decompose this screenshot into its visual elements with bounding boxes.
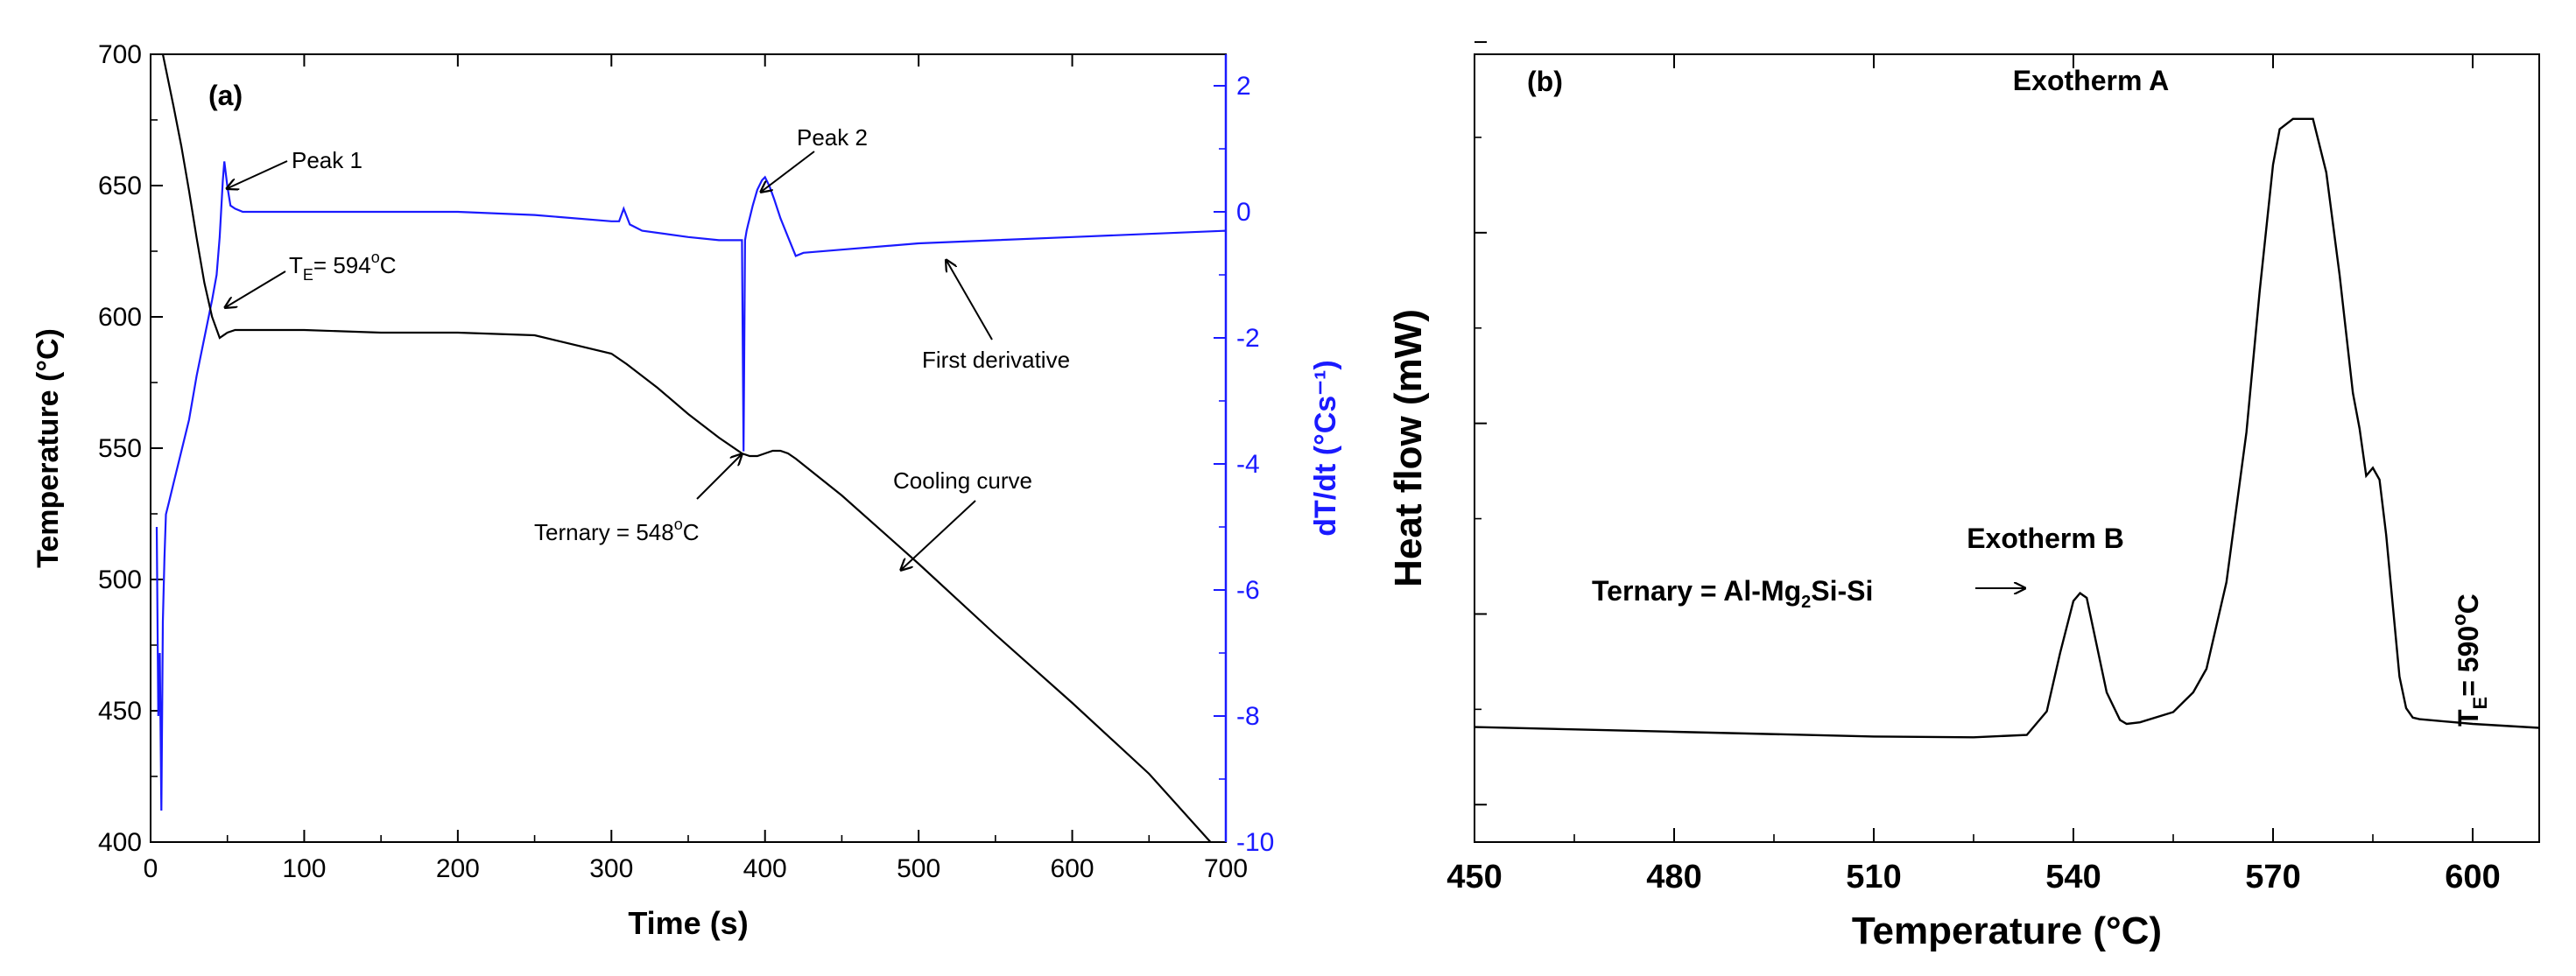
y-tick-label-a-550: 550 [98,434,142,463]
x-tick-label-a-600: 600 [1051,854,1094,883]
te-label-a: TE= 594oC [289,249,397,284]
y2-tick-label-a--10: -10 [1236,828,1274,857]
panel-a-x-axis-label: Time (s) [628,905,748,941]
ternary-label-b: Ternary = Al-Mg2Si-Si [1592,575,1873,612]
panel-b: 450 480 510 540 570 600 (b) Temperature (°C) … [1387,41,2540,952]
y2-tick-label-a--6: -6 [1236,576,1260,605]
panel-b-frame [1474,53,2540,843]
cooling-curve-line [161,54,1212,842]
panel-a-y2-axis-label: dT/dt (°Cs⁻¹) [1309,360,1342,537]
peak1-label: Peak 1 [292,147,362,173]
panel-a: 0 100 200 300 400 500 600 700 400 450 500 550 600 650… [32,40,1342,941]
x-tick-label-b-600: 600 [2445,859,2500,895]
exotherm-a-label: Exotherm A [2013,65,2169,96]
y2-tick-label-a-2: 2 [1236,72,1251,101]
panel-b-label: (b) [1527,66,1563,97]
x-tick-label-a-0: 0 [144,854,158,883]
y-tick-label-a-600: 600 [98,303,142,332]
x-tick-label-a-700: 700 [1204,854,1248,883]
x-tick-label-a-400: 400 [743,854,787,883]
panel-a-tick-labels: 0 100 200 300 400 500 600 700 400 450 500 550 600 650… [98,40,1274,883]
panel-a-ticks [150,53,1227,843]
first-derivative-label: First derivative [922,347,1070,373]
panel-b-tick-labels: 450 480 510 540 570 600 [1446,859,2500,895]
panel-b-x-axis-label: Temperature (°C) [1852,909,2162,952]
dsc-heat-flow-line [1475,117,2539,739]
x-tick-label-b-510: 510 [1846,859,1901,895]
x-tick-label-a-100: 100 [282,854,326,883]
x-tick-label-b-570: 570 [2245,859,2300,895]
y-tick-label-a-500: 500 [98,565,142,594]
ternary-arrow-a [696,453,743,500]
x-tick-label-a-500: 500 [897,854,940,883]
panel-a-label: (a) [208,80,243,111]
first-derivative-line [155,161,1226,811]
cooling-curve-arrow [900,500,976,571]
y2-tick-label-a--8: -8 [1236,702,1260,731]
y2-tick-label-a--2: -2 [1236,324,1260,353]
y2-tick-label-a-0: 0 [1236,198,1251,227]
te-label-b: TE= 590oC [2448,593,2491,727]
ternary-label-a: Ternary = 548oC [534,516,700,545]
peak1-arrow [226,160,288,189]
panel-b-y-axis-label: Heat flow (mW) [1387,309,1430,587]
te-arrow-a [224,270,286,308]
x-tick-label-b-540: 540 [2045,859,2101,895]
cooling-curve-label: Cooling curve [893,467,1032,494]
panel-a-y-axis-label: Temperature (°C) [32,328,65,568]
x-tick-label-a-200: 200 [436,854,480,883]
y-tick-label-a-650: 650 [98,172,142,200]
exotherm-b-label: Exotherm B [1967,523,2124,554]
peak2-arrow [760,151,815,193]
x-tick-label-b-480: 480 [1646,859,1701,895]
y-tick-label-a-400: 400 [98,828,142,857]
y-tick-label-a-700: 700 [98,40,142,69]
peak2-label: Peak 2 [797,124,868,151]
x-tick-label-b-450: 450 [1446,859,1502,895]
y-tick-label-a-450: 450 [98,697,142,726]
first-derivative-arrow [946,259,993,341]
panel-b-ticks [1474,41,2474,842]
x-tick-label-a-300: 300 [589,854,633,883]
y2-tick-label-a--4: -4 [1236,450,1260,479]
